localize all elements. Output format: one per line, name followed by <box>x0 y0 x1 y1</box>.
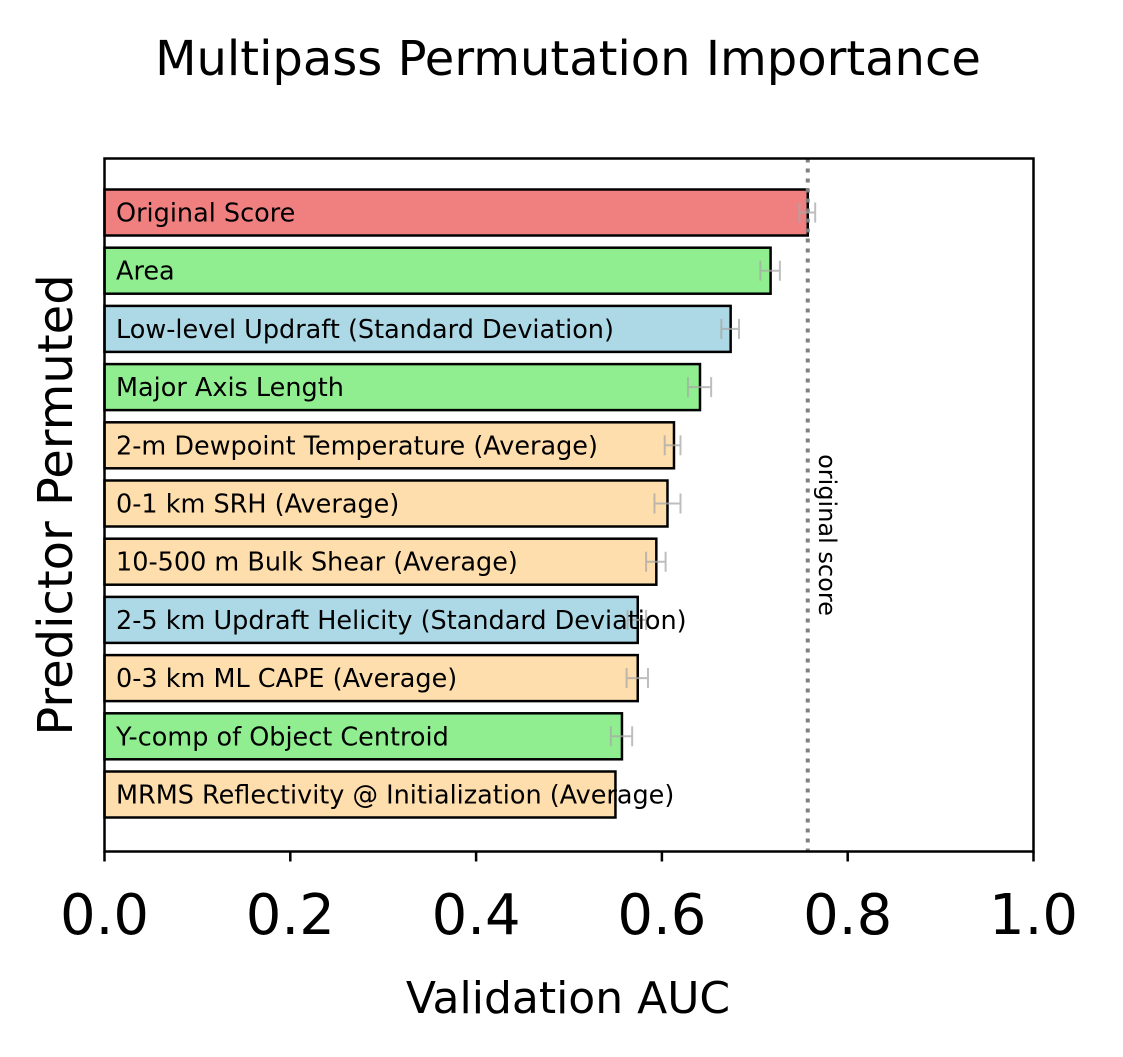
x-tick-label: 0.2 <box>246 883 335 948</box>
x-axis-ticks: 0.0 0.2 0.4 0.6 0.8 1.0 <box>60 851 1078 948</box>
error-bar <box>798 202 817 223</box>
error-bar <box>759 260 781 281</box>
bar-label: 2-m Dewpoint Temperature (Average) <box>116 431 598 461</box>
error-bar <box>645 551 667 572</box>
bar-label: Y-comp of Object Centroid <box>115 722 449 752</box>
x-tick-label: 0.8 <box>803 883 892 948</box>
bar-label: Low-level Updraft (Standard Deviation) <box>116 315 614 345</box>
x-tick-label: 0.0 <box>60 883 149 948</box>
error-bar <box>663 435 682 456</box>
bar <box>103 537 658 586</box>
bar-labels-layer: Original Score Area Low-level Updraft (Sta… <box>115 199 687 811</box>
error-bar <box>686 377 713 398</box>
y-axis-label: Predictor Permuted <box>28 274 84 735</box>
bar <box>103 770 617 819</box>
bar-label: Major Axis Length <box>116 373 344 403</box>
x-tick-label: 0.6 <box>617 883 706 948</box>
bar-label: Area <box>116 257 175 287</box>
bar-label: MRMS Reflectivity @ Initialization (Aver… <box>116 781 674 811</box>
bar <box>103 304 732 354</box>
bar <box>103 421 676 470</box>
error-bar <box>626 609 648 630</box>
x-tick-label: 0.4 <box>432 883 521 948</box>
chart-title: Multipass Permutation Importance <box>155 31 981 87</box>
error-bar <box>609 726 634 747</box>
error-bar <box>625 668 649 689</box>
bar-label: 10-500 m Bulk Shear (Average) <box>116 548 518 578</box>
bar <box>103 246 772 295</box>
reference-line-layer: original score <box>805 158 841 852</box>
bar-label: 0-3 km ML CAPE (Average) <box>116 664 457 694</box>
error-bars-layer <box>609 202 817 747</box>
x-tick-label: 1.0 <box>989 883 1078 948</box>
x-axis-label: Validation AUC <box>406 973 730 1024</box>
bars-layer <box>103 188 810 819</box>
bar-label: 2-5 km Updraft Helicity (Standard Deviat… <box>116 606 687 636</box>
bar-label: 0-1 km SRH (Average) <box>116 490 399 520</box>
error-bar <box>653 493 682 514</box>
plot-frame <box>103 157 1035 853</box>
reference-line-label: original score <box>813 454 841 616</box>
error-bar <box>720 318 741 339</box>
bar-label: Original Score <box>116 199 295 229</box>
